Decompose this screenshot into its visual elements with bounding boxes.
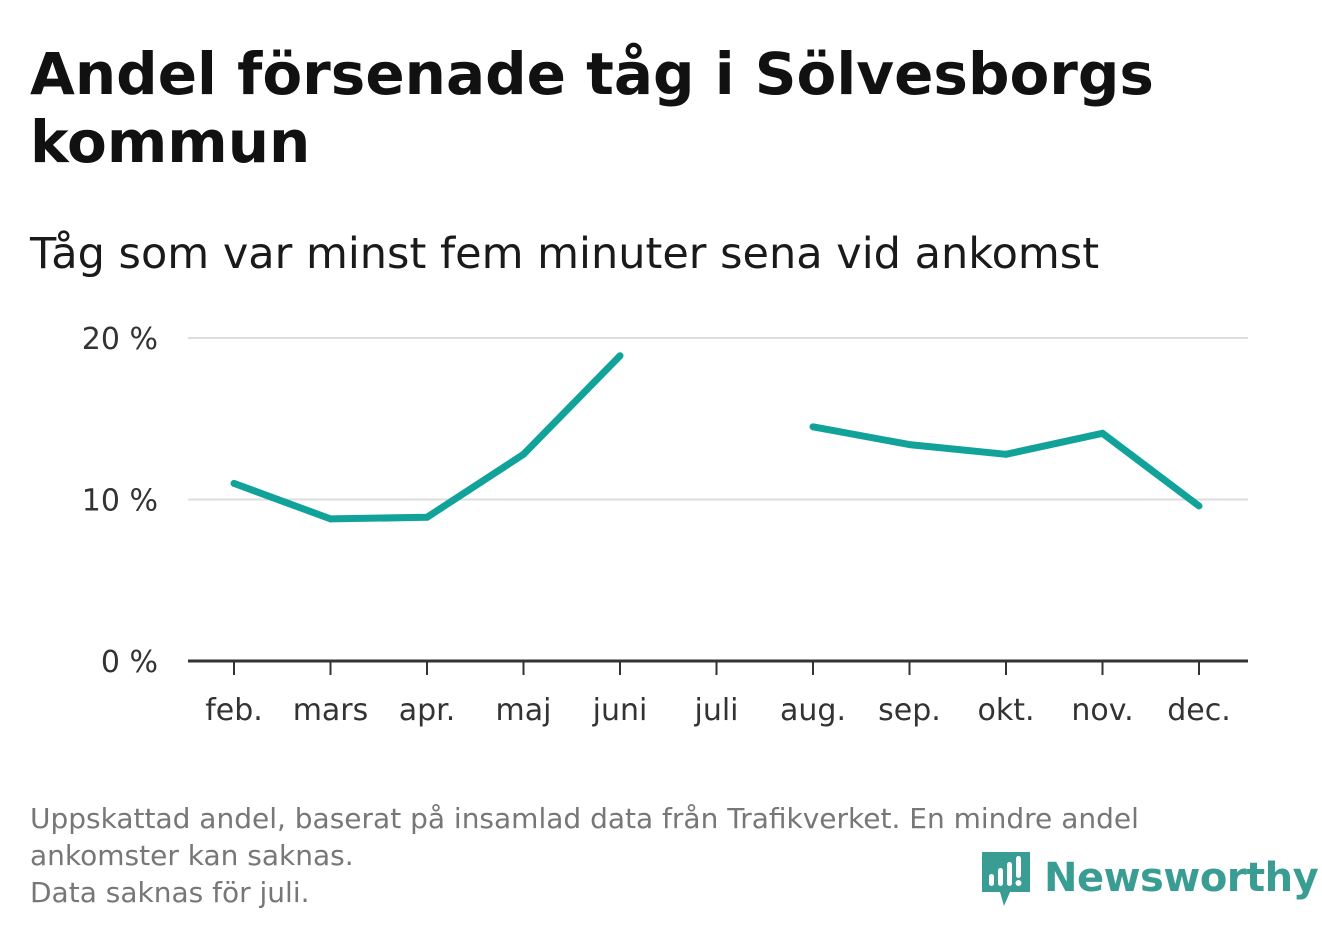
footnote: Uppskattad andel, baserat på insamlad da… (30, 800, 1280, 911)
x-tick-label: feb. (205, 693, 263, 728)
footnote-line: ankomster kan saknas. (30, 839, 354, 872)
y-tick-label: 20 % (82, 322, 158, 357)
x-tick-label: dec. (1167, 693, 1231, 728)
data-point (616, 352, 624, 360)
data-point (906, 441, 913, 449)
x-tick-label: aug. (780, 693, 846, 728)
newsworthy-logo-icon (982, 852, 1030, 906)
data-point (1099, 429, 1106, 437)
data-point (423, 513, 431, 521)
footnote-line: Uppskattad andel, baserat på insamlad da… (30, 802, 1139, 835)
x-tick-label: nov. (1071, 693, 1133, 728)
chart-subtitle: Tåg som var minst fem minuter sena vid a… (30, 229, 1100, 279)
x-tick-label: juli (693, 693, 738, 728)
x-tick-label: sep. (878, 693, 941, 728)
x-tick-label: mars (293, 693, 369, 728)
x-tick-label: maj (496, 693, 552, 728)
data-point (327, 515, 334, 523)
x-tick-label: apr. (399, 693, 456, 728)
data-point (230, 479, 238, 487)
y-tick-label: 10 % (82, 484, 158, 519)
y-tick-label: 0 % (101, 645, 158, 680)
data-point (520, 450, 527, 458)
data-point (1195, 502, 1203, 510)
x-tick-label: okt. (977, 693, 1034, 728)
brand-name: Newsworthy (1044, 855, 1319, 901)
x-tick-label: juni (592, 693, 648, 728)
series-line (812, 423, 1202, 509)
series-line (232, 353, 623, 523)
newsworthy-logo: Newsworthy (980, 848, 1319, 908)
data-point (1002, 450, 1010, 458)
footnote-line: Data saknas för juli. (30, 876, 310, 909)
data-point (809, 423, 817, 431)
chart-title: Andel försenade tåg i Sölvesborgs kommun (30, 40, 1154, 176)
